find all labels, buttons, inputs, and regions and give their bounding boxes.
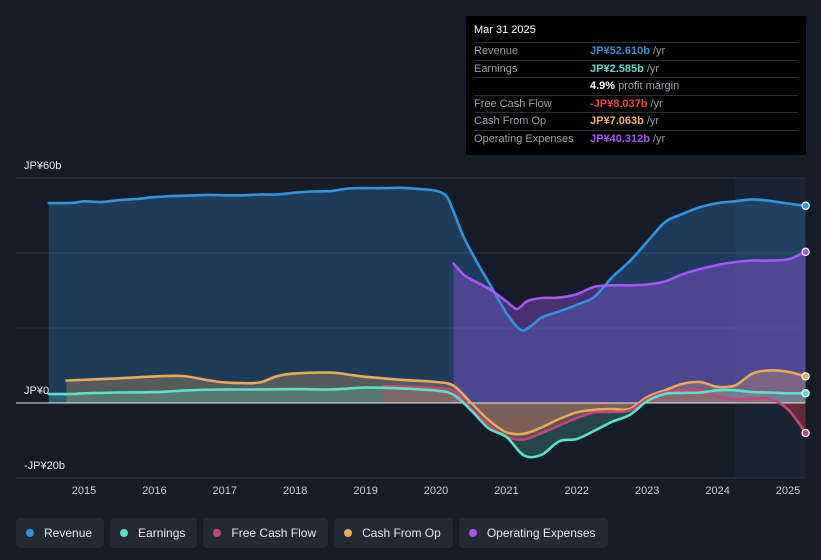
gridlines	[16, 177, 805, 479]
operating-expenses-end-dot	[801, 247, 810, 257]
y-tick-label: -JP¥20b	[24, 460, 65, 472]
cash-from-op-end-dot	[801, 372, 810, 381]
earnings-line	[47, 386, 807, 459]
legend: Revenue Earnings Free Cash Flow Cash From O…	[16, 518, 608, 548]
tooltip-date: Mar 31 2025	[474, 24, 536, 36]
y-tick-label: JP¥60b	[24, 160, 62, 172]
free-cash-flow-line	[381, 384, 807, 441]
tooltip-value: JP¥7.063b	[590, 115, 644, 128]
tooltip: Mar 31 2025 Revenue JP¥52.610b/yr Earnings…	[466, 16, 806, 155]
x-tick-label: 2024	[705, 485, 730, 497]
series-end-dots	[801, 201, 810, 438]
tooltip-unit: /yr	[652, 45, 666, 58]
x-tick-label: 2023	[634, 485, 660, 497]
x-tick-label: 2022	[564, 485, 590, 497]
tooltip-value: 4.9%	[590, 80, 616, 93]
legend-dot-icon	[120, 529, 129, 537]
legend-item-free-cash-flow[interactable]: Free Cash Flow	[203, 518, 329, 548]
tooltip-row: Earnings JP¥2.585b/yr	[474, 59, 798, 78]
series-lines	[47, 186, 807, 459]
tooltip-unit: /yr	[646, 115, 660, 128]
revenue-line	[47, 186, 807, 332]
cash-from-op-line	[65, 369, 807, 436]
tooltip-row: Operating Expenses JP¥40.312b/yr	[474, 129, 798, 148]
x-tick-label: 2025	[775, 485, 801, 497]
x-tick-label: 2017	[212, 485, 238, 497]
operating-expenses-line	[452, 250, 807, 311]
tooltip-label: Earnings	[474, 62, 518, 75]
legend-dot-icon	[26, 529, 34, 537]
legend-dot-icon	[344, 529, 353, 537]
legend-dot-icon	[468, 529, 477, 537]
tooltip-unit: /yr	[652, 132, 666, 145]
tooltip-label: Free Cash Flow	[474, 97, 552, 110]
revenue-area	[48, 187, 806, 403]
free-cash-flow-area	[383, 386, 806, 440]
operating-expenses-area	[453, 251, 806, 403]
legend-item-earnings[interactable]: Earnings	[110, 518, 198, 548]
legend-label: Cash From Op	[362, 526, 441, 540]
legend-label: Operating Expenses	[486, 526, 596, 540]
legend-item-revenue[interactable]: Revenue	[16, 518, 105, 548]
tooltip-row: Cash From Op JP¥7.063b/yr	[474, 112, 798, 130]
legend-label: Free Cash Flow	[231, 526, 317, 540]
cash-from-op-area	[66, 370, 806, 435]
legend-item-cash-from-op[interactable]: Cash From Op	[334, 518, 453, 548]
legend-label: Earnings	[138, 526, 186, 540]
tooltip-row: 4.9% profit margin	[474, 77, 798, 95]
x-tick-label: 2015	[71, 485, 97, 497]
x-tick-label: 2016	[142, 485, 167, 497]
tooltip-row: Free Cash Flow -JP¥8.037b/yr	[474, 94, 798, 113]
earnings-end-dot	[801, 389, 810, 398]
tooltip-unit: profit margin	[618, 80, 680, 93]
tooltip-rows: Revenue JP¥52.610b/yr Earnings JP¥2.585b/yr…	[474, 42, 798, 147]
tooltip-value: JP¥2.585b	[590, 62, 644, 75]
tooltip-unit: /yr	[646, 62, 660, 75]
tooltip-value: JP¥52.610b	[590, 45, 650, 58]
tooltip-value: -JP¥8.037b	[590, 97, 648, 110]
tooltip-label: Operating Expenses	[474, 132, 574, 145]
tooltip-label: Cash From Op	[474, 115, 547, 128]
free-cash-flow-end-dot	[801, 428, 810, 438]
legend-item-operating-expenses[interactable]: Operating Expenses	[458, 518, 608, 548]
tooltip-value: JP¥40.312b	[590, 132, 650, 145]
series-areas	[48, 187, 806, 458]
x-tick-label: 2020	[423, 485, 449, 497]
earnings-area	[48, 387, 806, 458]
x-tick-label: 2019	[353, 485, 378, 497]
x-tick-label: 2018	[282, 485, 308, 497]
y-tick-label: JP¥0	[24, 385, 50, 397]
legend-label: Revenue	[44, 526, 93, 540]
revenue-end-dot	[801, 201, 810, 210]
legend-dot-icon	[213, 529, 222, 537]
tooltip-label: Revenue	[474, 45, 519, 58]
tooltip-unit: /yr	[650, 97, 663, 110]
x-tick-label: 2021	[494, 485, 519, 497]
tooltip-row: Revenue JP¥52.610b/yr	[474, 42, 798, 60]
